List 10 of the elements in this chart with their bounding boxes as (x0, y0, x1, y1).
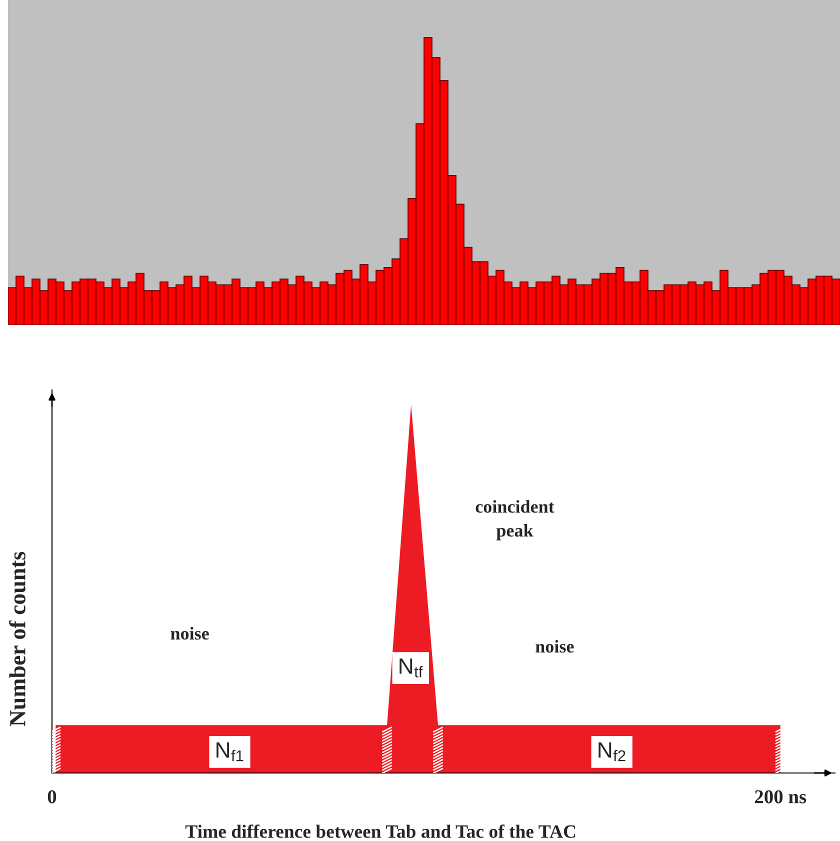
annotation: noise (536, 640, 574, 653)
y-axis-title: Number of counts (9, 552, 26, 726)
x-tick-label: 0 (48, 790, 56, 804)
x-axis-title: Time difference between Tab and Tac of the TAC (185, 824, 576, 838)
annotation: N$_{tf}$ (400, 658, 423, 678)
x-tick-label: 200 ns (754, 790, 806, 804)
annotation: noise (170, 626, 209, 640)
annotation: coincident peak (476, 500, 554, 540)
annotation: N$_{f2}$ (598, 742, 626, 762)
annotation: N$_{f1}$ (216, 742, 244, 762)
